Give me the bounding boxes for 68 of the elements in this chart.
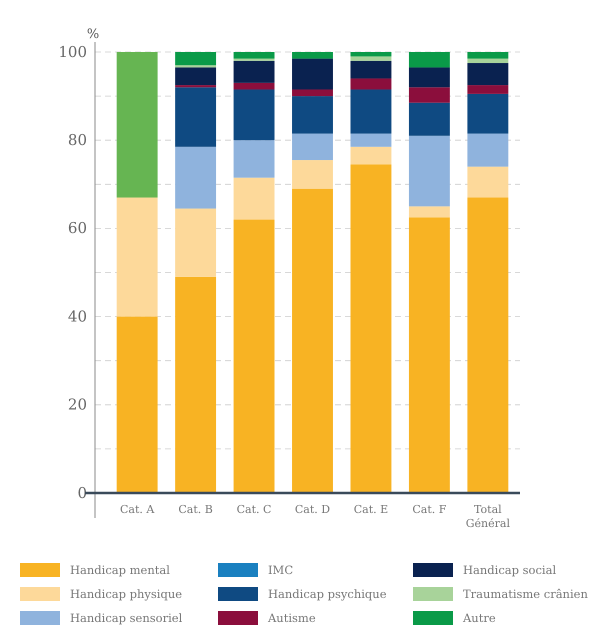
bar	[467, 85, 508, 94]
bar	[408, 52, 450, 68]
x-tick-label: Cat. A	[120, 503, 156, 516]
y-tick-label: 100	[58, 42, 87, 61]
bar	[234, 89, 275, 140]
bar	[467, 134, 508, 167]
bar	[408, 217, 450, 493]
bar	[234, 178, 275, 220]
bar	[175, 276, 216, 493]
legend-label: Autre	[462, 611, 496, 625]
legend-label: Handicap psychique	[268, 587, 387, 601]
bar	[408, 67, 450, 88]
bar	[350, 134, 392, 147]
bar	[175, 208, 216, 277]
bar	[292, 160, 333, 189]
bar	[350, 78, 392, 90]
bar	[467, 52, 508, 59]
bar	[292, 58, 333, 90]
x-tick-label: Total Général	[466, 503, 510, 530]
bar	[350, 60, 392, 78]
bar	[292, 96, 333, 134]
bar	[350, 56, 392, 61]
bar	[292, 188, 333, 493]
bar	[175, 52, 216, 66]
y-axis-title: %	[86, 27, 100, 42]
bar	[292, 52, 333, 59]
legend-label: Handicap social	[463, 563, 556, 577]
bar	[234, 52, 275, 59]
x-tick-label: Cat. D	[294, 503, 330, 516]
bar	[116, 52, 158, 198]
bar	[234, 220, 275, 493]
bar	[408, 87, 450, 103]
bar	[175, 146, 216, 209]
y-tick-label: 60	[68, 219, 87, 238]
legend-label: Handicap sensoriel	[70, 611, 183, 625]
bar	[234, 140, 275, 178]
bar	[350, 146, 392, 164]
bar	[175, 67, 216, 86]
bar	[467, 58, 508, 64]
legend-label: Traumatisme crânien	[463, 587, 588, 601]
bar	[175, 87, 216, 147]
y-tick-label: 20	[68, 396, 87, 414]
bar	[408, 102, 450, 136]
bar	[116, 316, 158, 493]
bar	[467, 94, 508, 134]
x-tick-label: Cat. E	[354, 503, 388, 516]
bar	[350, 52, 392, 56]
bar	[467, 166, 508, 198]
bar	[408, 136, 450, 206]
bar	[467, 63, 508, 86]
legend-label: IMC	[268, 563, 294, 577]
x-tick-label: Cat. F	[412, 503, 447, 516]
bar	[116, 198, 158, 317]
x-tick-label: Cat. B	[178, 503, 213, 516]
bar	[350, 89, 392, 134]
bar	[350, 164, 392, 493]
legend-label: Handicap mental	[70, 563, 170, 577]
y-tick-label: 80	[68, 131, 87, 149]
y-tick-label: 40	[68, 307, 87, 326]
legend-label: Autisme	[267, 611, 316, 625]
bar	[408, 206, 450, 218]
bar	[234, 60, 275, 83]
bar	[467, 198, 508, 493]
x-tick-label: Cat. C	[236, 503, 272, 516]
legend-label: Handicap physique	[70, 587, 182, 601]
bar	[292, 89, 333, 96]
bar	[292, 134, 333, 160]
bar	[234, 82, 275, 90]
